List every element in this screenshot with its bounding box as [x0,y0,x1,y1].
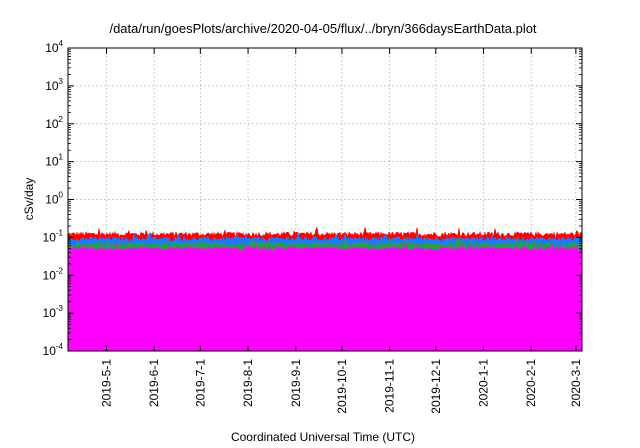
y-tick-label: 103 [45,77,63,93]
y-tick-label: 101 [45,153,63,169]
y-axis-label: cSv/day [22,178,36,221]
x-tick-label: 2019-7-1 [193,359,207,407]
x-tick-label: 2020-1-1 [477,359,491,407]
x-tick-label: 2020-2-1 [524,359,538,407]
x-tick-label: 2019-11-1 [383,359,397,413]
y-axis: 10-4 10-3 10-2 10-1 100 101 102 103 104 [43,39,582,358]
x-tick-label: 2020-3-1 [569,359,583,407]
chart-title: /data/run/goesPlots/archive/2020-04-05/f… [109,21,536,36]
y-tick-label: 104 [45,39,63,55]
x-tick-label: 2019-5-1 [99,359,113,407]
plot-series [67,226,583,352]
series-floor-band [68,257,582,284]
x-tick-label: 2019-12-1 [429,359,443,414]
x-axis: 2019-5-1 2019-6-1 2019-7-1 2019-8-1 2019-9-1… [99,48,583,414]
y-tick-label: 10-4 [43,342,64,358]
x-tick-label: 2019-10-1 [335,359,349,414]
y-tick-label: 102 [45,115,63,131]
x-tick-label: 2019-6-1 [147,359,161,407]
x-axis-label: Coordinated Universal Time (UTC) [231,430,415,444]
x-tick-label: 2019-9-1 [289,359,303,407]
y-tick-label: 10-3 [43,304,64,320]
x-tick-label: 2019-8-1 [241,359,255,407]
y-tick-label: 10-1 [43,228,64,244]
y-tick-label: 10-2 [43,266,64,282]
y-tick-label: 100 [45,191,63,207]
